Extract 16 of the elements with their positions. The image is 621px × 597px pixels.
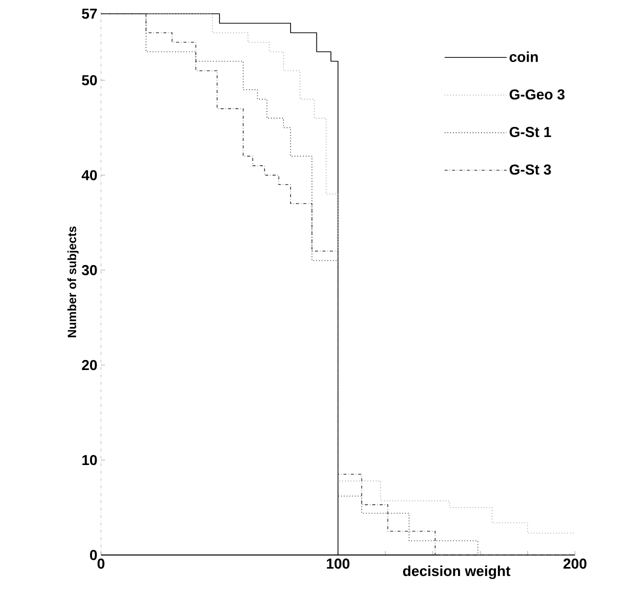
y-tick-label: 40 [82, 170, 97, 180]
y-tick-label: 10 [82, 454, 97, 466]
x-axis-title: decision weight [403, 566, 510, 580]
y-tick-label: 20 [82, 360, 97, 370]
y-tick-label: 57 [82, 8, 97, 19]
legend-label: G-St 3 [510, 164, 551, 175]
y-tick-label: 30 [82, 265, 97, 276]
y-tick-label: 0 [90, 550, 97, 560]
legend-label: G-St 1 [510, 126, 552, 138]
y-axis-title: Number of subjects [67, 226, 79, 338]
legend-label: G-Geo 3 [510, 89, 565, 100]
x-tick-label: 0 [98, 558, 104, 569]
x-tick-label: 100 [326, 558, 350, 569]
x-tick-label: 200 [563, 558, 586, 569]
y-tick-label: 50 [82, 75, 97, 86]
legend-label: coin [510, 51, 538, 62]
